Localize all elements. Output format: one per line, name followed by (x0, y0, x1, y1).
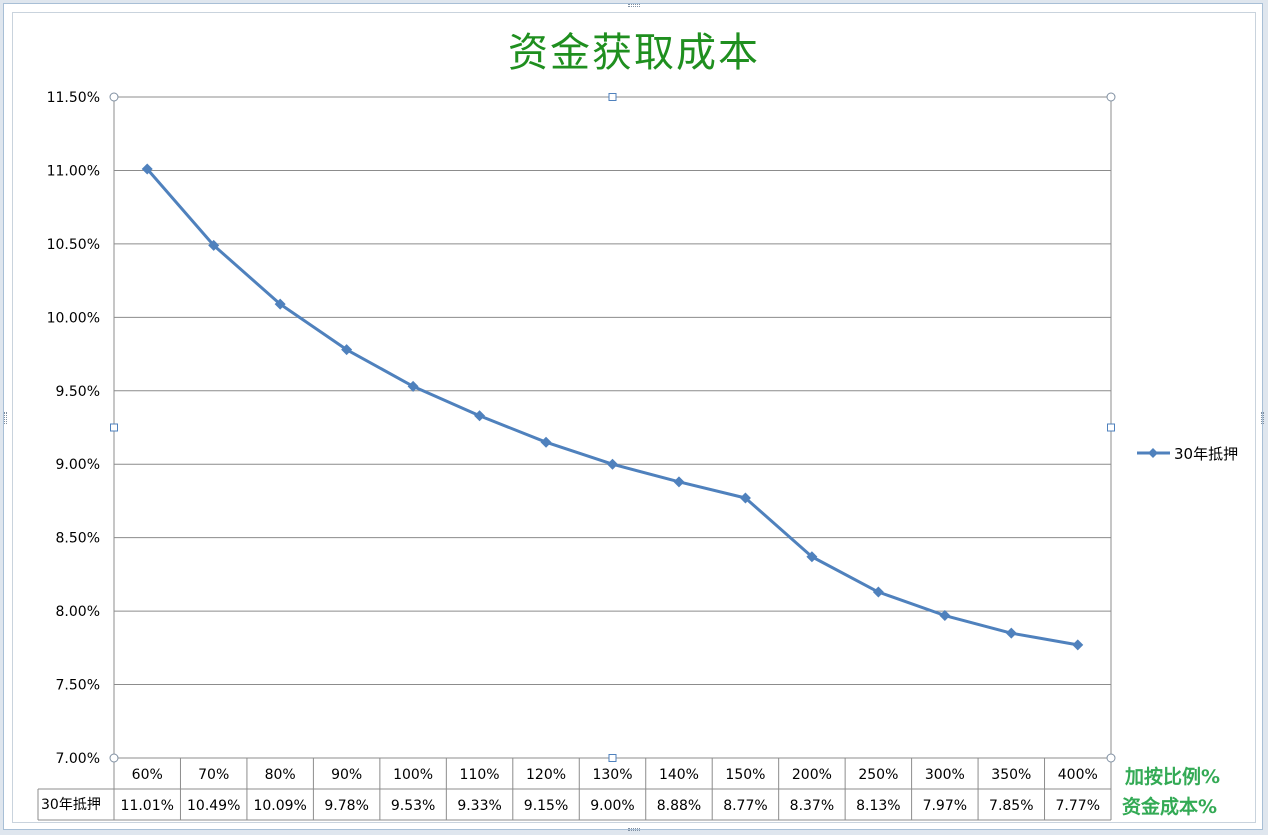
x-category-label: 110% (460, 767, 500, 783)
x-category-label: 350% (991, 767, 1031, 783)
left-resize-handle[interactable] (4, 412, 7, 424)
x-category-label: 300% (925, 767, 965, 783)
y-tick-label: 8.00% (56, 604, 100, 620)
y-tick-label: 7.00% (56, 751, 100, 767)
data-point-marker[interactable] (407, 380, 419, 392)
chart-title[interactable]: 资金获取成本 (508, 30, 760, 76)
corner-resize-handle[interactable] (1106, 753, 1116, 763)
x-category-label: 70% (198, 767, 229, 783)
chart-window-frame (3, 3, 1263, 830)
right-resize-handle[interactable] (1261, 412, 1264, 424)
data-point-marker[interactable] (1005, 627, 1017, 639)
y-axis: 11.50% 11.00% 10.50% 10.00% 9.50% 9.00% 8.50% 8… (47, 90, 100, 767)
x-axis-title[interactable]: 加按比例% (1124, 765, 1220, 788)
x-category-label: 130% (592, 767, 632, 783)
table-value-cell: 9.33% (457, 798, 501, 814)
table-value-cell: 9.53% (391, 798, 435, 814)
x-category-label: 150% (725, 767, 765, 783)
table-value-cell: 8.37% (790, 798, 834, 814)
x-category-label: 80% (265, 767, 296, 783)
x-category-label: 200% (792, 767, 832, 783)
table-value-cell: 7.77% (1056, 798, 1100, 814)
table-value-cell: 9.00% (590, 798, 634, 814)
gridlines (113, 96, 1112, 759)
top-resize-handle[interactable] (628, 4, 640, 7)
plot-series (141, 163, 1084, 651)
x-category-label: 90% (331, 767, 362, 783)
data-point-marker[interactable] (806, 551, 818, 563)
y-tick-label: 11.50% (47, 90, 100, 106)
legend-label[interactable]: 30年抵押 (1174, 445, 1238, 463)
y-tick-label: 11.00% (47, 163, 100, 179)
corner-resize-handle[interactable] (109, 753, 119, 763)
y-tick-label: 8.50% (56, 531, 100, 547)
table-value-cell: 11.01% (121, 798, 174, 814)
table-value-cell: 8.88% (657, 798, 701, 814)
table-value-cell: 9.78% (324, 798, 368, 814)
y-tick-label: 10.00% (47, 310, 100, 326)
y-axis-title[interactable]: 资金成本% (1122, 795, 1217, 818)
data-point-marker[interactable] (474, 410, 486, 422)
side-resize-handle[interactable] (608, 93, 617, 101)
x-category-label: 140% (659, 767, 699, 783)
data-point-marker[interactable] (607, 458, 618, 470)
data-point-marker[interactable] (540, 436, 552, 448)
data-table: 60% 70% 80% 90% 100% 110% 120% 130% 140% 150% 200%… (37, 758, 1112, 821)
series-line[interactable] (146, 167, 1079, 647)
data-point-marker[interactable] (274, 298, 286, 310)
table-value-cell: 10.09% (253, 798, 306, 814)
y-tick-label: 7.50% (56, 678, 100, 694)
data-point-marker[interactable] (141, 163, 153, 175)
table-series-label: 30年抵押 (41, 797, 101, 813)
side-resize-handle[interactable] (110, 423, 118, 432)
side-resize-handle[interactable] (608, 754, 617, 762)
table-value-cell: 8.77% (723, 798, 767, 814)
legend-marker (1148, 448, 1158, 458)
table-value-cell: 7.97% (923, 798, 967, 814)
data-point-marker[interactable] (1072, 639, 1084, 651)
corner-resize-handle[interactable] (1106, 92, 1116, 102)
x-category-label: 100% (393, 767, 433, 783)
x-category-label: 400% (1058, 767, 1098, 783)
chart-area-border (12, 12, 1256, 823)
table-value-cell: 8.13% (856, 798, 900, 814)
data-point-marker[interactable] (939, 610, 951, 622)
table-value-cell: 9.15% (524, 798, 568, 814)
legend: 30年抵押 (1137, 445, 1238, 463)
y-tick-label: 9.00% (56, 457, 100, 473)
plot-area-selection-handles (109, 92, 1116, 763)
x-category-label: 250% (858, 767, 898, 783)
y-tick-label: 10.50% (47, 237, 100, 253)
x-category-label: 60% (132, 767, 163, 783)
side-resize-handle[interactable] (1107, 423, 1115, 432)
data-point-marker[interactable] (739, 492, 751, 504)
data-point-marker[interactable] (673, 476, 685, 488)
table-value-cell: 10.49% (187, 798, 240, 814)
data-point-marker[interactable] (872, 586, 884, 598)
corner-resize-handle[interactable] (109, 92, 119, 102)
bottom-resize-handle[interactable] (628, 828, 640, 831)
data-point-marker[interactable] (208, 239, 220, 251)
table-value-cell: 7.85% (989, 798, 1033, 814)
y-tick-label: 9.50% (56, 384, 100, 400)
x-category-label: 120% (526, 767, 566, 783)
data-point-marker[interactable] (341, 344, 353, 356)
